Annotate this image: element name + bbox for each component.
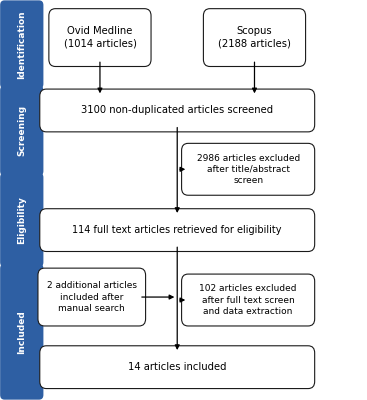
FancyBboxPatch shape xyxy=(40,89,315,132)
Text: 2 additional articles
included after
manual search: 2 additional articles included after man… xyxy=(47,282,137,313)
Text: Screening: Screening xyxy=(17,105,26,156)
FancyBboxPatch shape xyxy=(0,86,43,176)
Text: 3100 non-duplicated articles screened: 3100 non-duplicated articles screened xyxy=(81,106,273,116)
FancyBboxPatch shape xyxy=(0,173,43,267)
Text: 14 articles included: 14 articles included xyxy=(128,362,226,372)
FancyBboxPatch shape xyxy=(182,274,315,326)
FancyBboxPatch shape xyxy=(49,9,151,66)
FancyBboxPatch shape xyxy=(0,264,43,400)
Text: 2986 articles excluded
after title/abstract
screen: 2986 articles excluded after title/abstr… xyxy=(196,154,300,185)
FancyBboxPatch shape xyxy=(203,9,306,66)
FancyBboxPatch shape xyxy=(40,346,315,388)
Text: 114 full text articles retrieved for eligibility: 114 full text articles retrieved for eli… xyxy=(72,225,282,235)
FancyBboxPatch shape xyxy=(0,0,43,89)
Text: Eligibility: Eligibility xyxy=(17,196,26,244)
FancyBboxPatch shape xyxy=(38,268,146,326)
Text: Included: Included xyxy=(17,310,26,354)
Text: Scopus
(2188 articles): Scopus (2188 articles) xyxy=(218,26,291,49)
Text: Ovid Medline
(1014 articles): Ovid Medline (1014 articles) xyxy=(63,26,137,49)
FancyBboxPatch shape xyxy=(40,209,315,252)
Text: 102 articles excluded
after full text screen
and data extraction: 102 articles excluded after full text sc… xyxy=(199,284,297,316)
FancyBboxPatch shape xyxy=(182,143,315,195)
Text: Identification: Identification xyxy=(17,10,26,79)
